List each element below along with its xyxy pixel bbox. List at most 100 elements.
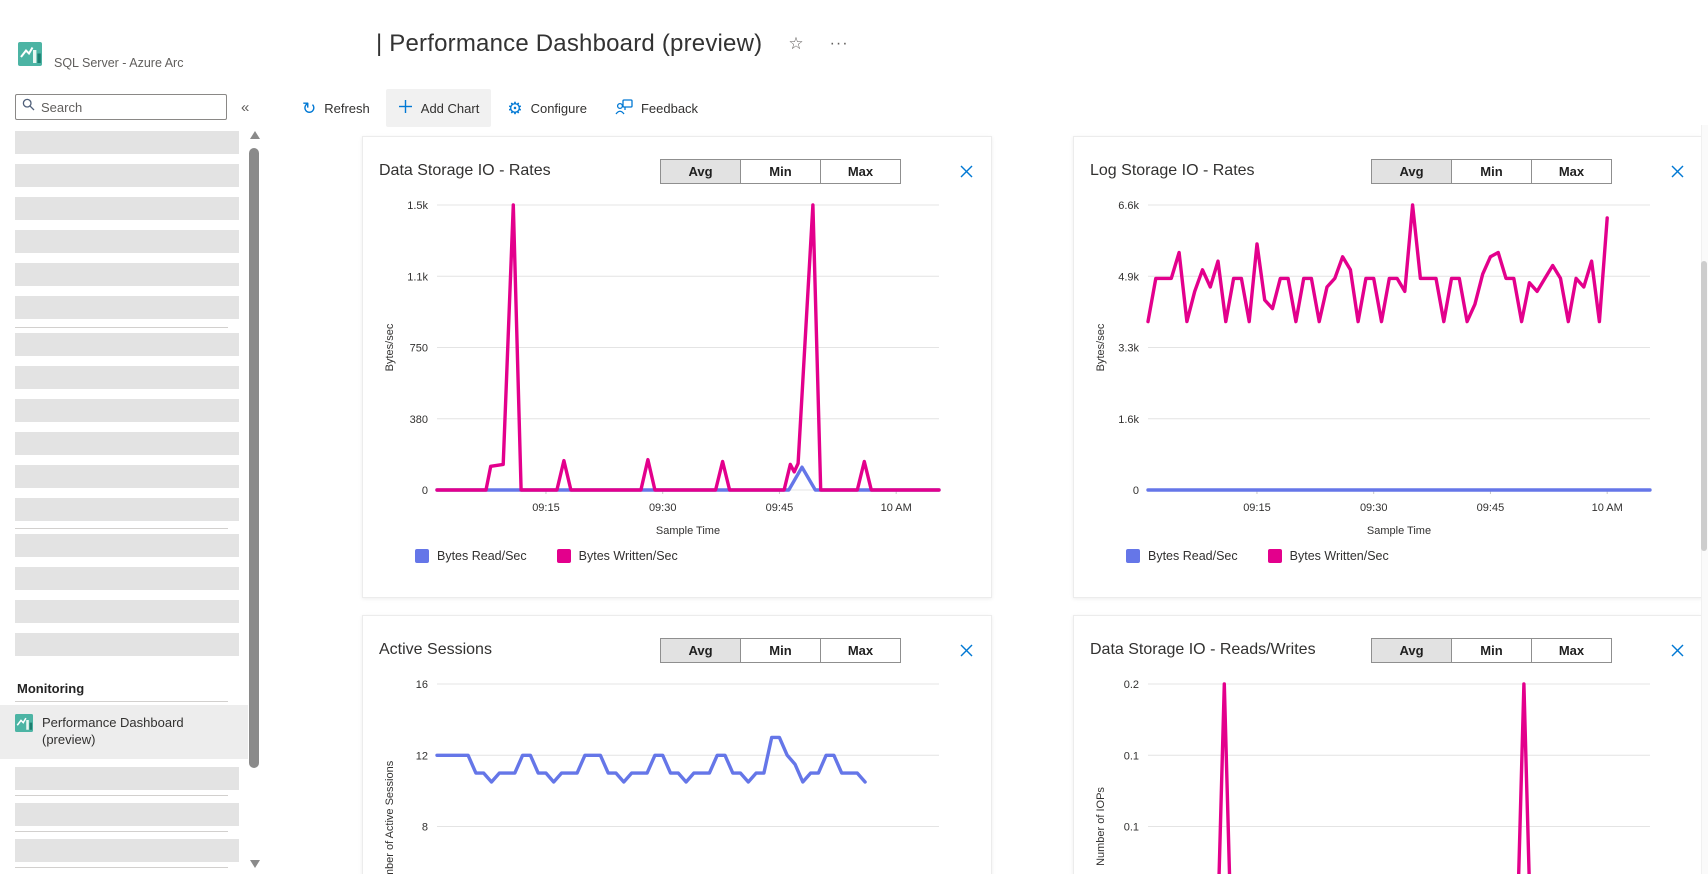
aggregation-toggle: Avg Min Max bbox=[1371, 158, 1612, 184]
close-chart-button[interactable] bbox=[957, 641, 975, 659]
legend-label: Bytes Written/Sec bbox=[578, 549, 678, 563]
divider bbox=[15, 701, 228, 702]
more-options-icon[interactable]: ··· bbox=[829, 35, 849, 52]
skeleton-bar bbox=[15, 263, 239, 286]
max-tab[interactable]: Max bbox=[1531, 158, 1612, 184]
feedback-button[interactable]: Feedback bbox=[603, 89, 710, 127]
skeleton-bar bbox=[15, 230, 239, 253]
aggregation-toggle: Avg Min Max bbox=[660, 158, 901, 184]
feedback-icon bbox=[615, 98, 633, 118]
refresh-button[interactable]: ↻ Refresh bbox=[290, 89, 382, 127]
close-chart-button[interactable] bbox=[957, 162, 975, 180]
skeleton-bar bbox=[15, 296, 239, 319]
favorite-star-icon[interactable]: ☆ bbox=[788, 34, 804, 53]
legend-label: Bytes Read/Sec bbox=[437, 549, 527, 563]
legend-swatch-written bbox=[1267, 549, 1282, 563]
line-chart: 1.5k 1.1k 750 380 0 09:15 09:30 09:45 10 AM Sampl… bbox=[384, 200, 941, 537]
skeleton-bar bbox=[15, 333, 239, 356]
main-scrollbar-thumb[interactable] bbox=[1701, 261, 1707, 551]
svg-text:3.3k: 3.3k bbox=[1118, 343, 1139, 355]
avg-tab[interactable]: Avg bbox=[660, 158, 741, 184]
legend-bytes-written[interactable]: Bytes Written/Sec bbox=[556, 549, 678, 563]
search-input[interactable] bbox=[15, 94, 227, 120]
skeleton-bar bbox=[15, 534, 239, 557]
legend-swatch-written bbox=[556, 549, 571, 563]
skeleton-bar bbox=[15, 366, 239, 389]
svg-text:0: 0 bbox=[422, 485, 428, 497]
chart-title: Active Sessions bbox=[379, 641, 492, 658]
avg-tab[interactable]: Avg bbox=[1371, 637, 1452, 663]
chart-card-data-storage-io-rates: Data Storage IO - Rates Avg Min Max 1.5k… bbox=[362, 136, 992, 598]
max-tab[interactable]: Max bbox=[1531, 637, 1612, 663]
skeleton-bar bbox=[15, 803, 239, 826]
svg-text:Bytes/sec: Bytes/sec bbox=[1095, 323, 1107, 371]
close-chart-button[interactable] bbox=[1668, 162, 1686, 180]
min-tab[interactable]: Min bbox=[740, 637, 821, 663]
aggregation-toggle: Avg Min Max bbox=[1371, 637, 1612, 663]
divider bbox=[15, 831, 228, 832]
avg-tab[interactable]: Avg bbox=[1371, 158, 1452, 184]
sidebar-scroll-down-arrow[interactable] bbox=[250, 860, 260, 868]
svg-text:0: 0 bbox=[1133, 485, 1139, 497]
skeleton-bar bbox=[15, 767, 239, 790]
collapse-sidebar-button[interactable]: « bbox=[241, 98, 250, 116]
svg-text:Bytes/sec: Bytes/sec bbox=[384, 323, 396, 371]
skeleton-bar bbox=[15, 399, 239, 422]
svg-text:09:15: 09:15 bbox=[532, 502, 560, 514]
chart-title: Data Storage IO - Reads/Writes bbox=[1090, 641, 1316, 658]
divider bbox=[15, 867, 228, 868]
aggregation-toggle: Avg Min Max bbox=[660, 637, 901, 663]
chart-title: Log Storage IO - Rates bbox=[1090, 162, 1255, 179]
skeleton-bar bbox=[15, 131, 239, 154]
main-scrollbar-track[interactable] bbox=[1701, 125, 1708, 874]
monitoring-section-header: Monitoring bbox=[17, 681, 85, 696]
sql-server-azure-arc-icon bbox=[18, 42, 42, 71]
add-chart-label: Add Chart bbox=[420, 100, 480, 116]
chart-card-data-storage-io-reads-writes: Data Storage IO - Reads/Writes Avg Min M… bbox=[1073, 615, 1703, 874]
close-icon bbox=[960, 644, 972, 656]
skeleton-bar bbox=[15, 164, 239, 187]
min-tab[interactable]: Min bbox=[740, 158, 821, 184]
divider bbox=[15, 528, 228, 529]
line-chart: 0.2 0.1 0.1 Number of IOPs bbox=[1095, 679, 1650, 874]
command-bar: ↻ Refresh Add Chart ⚙ Configure bbox=[290, 89, 710, 127]
configure-button[interactable]: ⚙ Configure bbox=[495, 89, 599, 127]
search-icon bbox=[22, 98, 35, 116]
skeleton-bar bbox=[15, 567, 239, 590]
search-field[interactable] bbox=[41, 99, 220, 115]
legend-bytes-read[interactable]: Bytes Read/Sec bbox=[415, 549, 527, 563]
skeleton-bar bbox=[15, 465, 239, 488]
add-chart-button[interactable]: Add Chart bbox=[385, 89, 492, 127]
svg-text:4.9k: 4.9k bbox=[1118, 271, 1139, 283]
max-tab[interactable]: Max bbox=[820, 637, 901, 663]
svg-text:09:30: 09:30 bbox=[1360, 502, 1388, 514]
svg-text:1.5k: 1.5k bbox=[407, 200, 428, 212]
divider bbox=[15, 327, 228, 328]
svg-text:10 AM: 10 AM bbox=[881, 502, 912, 514]
svg-text:Number of Active Sessions: Number of Active Sessions bbox=[384, 760, 396, 874]
skeleton-bar bbox=[15, 432, 239, 455]
close-chart-button[interactable] bbox=[1668, 641, 1686, 659]
max-tab[interactable]: Max bbox=[820, 158, 901, 184]
svg-text:09:45: 09:45 bbox=[766, 502, 794, 514]
legend-label: Bytes Written/Sec bbox=[1289, 549, 1389, 563]
plus-icon bbox=[398, 99, 413, 117]
avg-tab[interactable]: Avg bbox=[660, 637, 741, 663]
skeleton-bar bbox=[15, 498, 239, 521]
legend-bytes-written[interactable]: Bytes Written/Sec bbox=[1267, 549, 1389, 563]
svg-text:Sample Time: Sample Time bbox=[1367, 525, 1431, 537]
sidebar-scrollbar-thumb[interactable] bbox=[249, 148, 259, 768]
svg-text:12: 12 bbox=[416, 750, 428, 762]
min-tab[interactable]: Min bbox=[1451, 158, 1532, 184]
min-tab[interactable]: Min bbox=[1451, 637, 1532, 663]
legend-bytes-read[interactable]: Bytes Read/Sec bbox=[1126, 549, 1238, 563]
svg-text:380: 380 bbox=[410, 414, 428, 426]
sidebar-item-label: Performance Dashboard (preview) bbox=[42, 715, 184, 747]
svg-text:750: 750 bbox=[410, 343, 428, 355]
sidebar-item-performance-dashboard[interactable]: Performance Dashboard (preview) bbox=[0, 705, 248, 759]
skeleton-bar bbox=[15, 633, 239, 656]
chart-legend: Bytes Read/Sec Bytes Written/Sec bbox=[1126, 549, 1702, 563]
svg-text:0.1: 0.1 bbox=[1124, 822, 1139, 834]
chart-card-log-storage-io-rates: Log Storage IO - Rates Avg Min Max 6.6k 4… bbox=[1073, 136, 1703, 598]
sidebar-scroll-up-arrow[interactable] bbox=[250, 131, 260, 139]
